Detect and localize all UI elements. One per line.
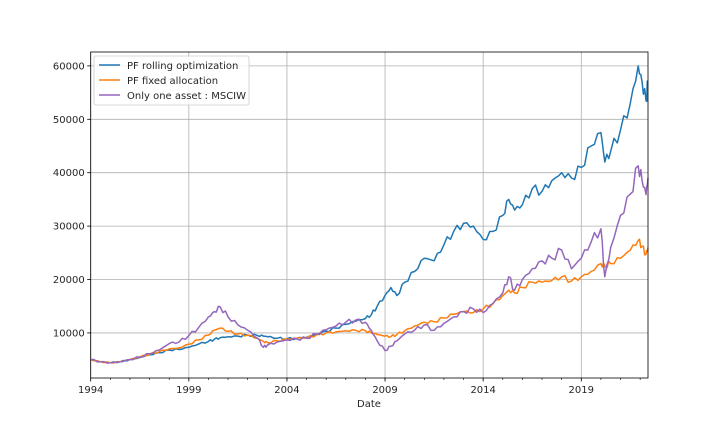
x-axis-label: Date [357,399,381,410]
y-tick-label: 60000 [53,61,85,72]
plot-area [90,52,648,378]
x-tick-label: 1999 [176,385,201,396]
x-tick-label: 1994 [78,385,103,396]
series-line-2 [90,165,649,364]
grid-lines [90,52,648,378]
series-line-1 [90,238,649,364]
series-line-0 [90,65,649,364]
data-series [90,65,649,364]
legend-label-rolling: PF rolling optimization [127,61,238,72]
x-tick-label: 2004 [274,385,299,396]
x-tick-label: 2014 [470,385,495,396]
legend-box [93,55,250,106]
y-tick-label: 20000 [53,275,85,286]
legend-label-fixed: PF fixed allocation [127,76,218,87]
x-axis: 1994 1999 2004 2009 2014 2019 [78,378,641,396]
x-tick-label: 2009 [372,385,397,396]
legend: PF rolling optimization PF fixed allocat… [93,55,250,106]
legend-label-msciw: Only one asset : MSCIW [127,91,246,102]
y-tick-label: 40000 [53,168,85,179]
y-tick-label: 30000 [53,222,85,233]
x-tick-label: 2019 [569,385,594,396]
y-tick-label: 50000 [53,115,85,126]
y-axis: 10000 20000 30000 40000 50000 60000 [53,61,91,339]
axes-frame [90,51,649,379]
y-tick-label: 10000 [53,328,85,339]
